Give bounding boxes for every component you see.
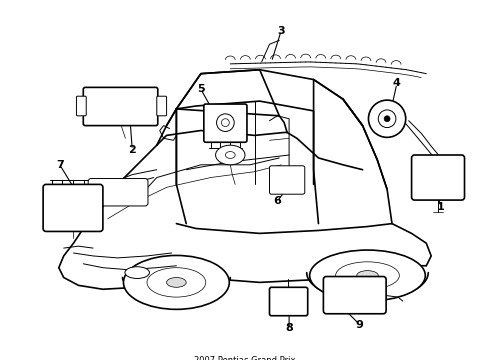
FancyBboxPatch shape [269,166,304,194]
Text: 6: 6 [273,196,281,206]
FancyBboxPatch shape [83,87,158,126]
Text: 9: 9 [355,320,363,329]
Text: 8: 8 [285,323,292,333]
FancyBboxPatch shape [43,184,102,231]
Ellipse shape [225,152,235,158]
Ellipse shape [335,262,399,289]
FancyBboxPatch shape [323,276,386,314]
FancyBboxPatch shape [157,96,166,116]
Text: 3: 3 [277,26,285,36]
Ellipse shape [378,110,395,127]
FancyBboxPatch shape [76,96,86,116]
Ellipse shape [368,100,405,138]
Text: 5: 5 [197,84,204,94]
Ellipse shape [125,267,149,279]
Ellipse shape [356,271,378,280]
Ellipse shape [123,256,229,309]
Ellipse shape [166,278,186,287]
Ellipse shape [215,145,244,165]
Ellipse shape [221,119,229,127]
Text: 4: 4 [392,78,400,89]
Text: 2007 Pontiac Grand Prix
Airbag,Steering Wheel Diagram for 15286615: 2007 Pontiac Grand Prix Airbag,Steering … [148,356,340,360]
Text: 7: 7 [56,160,63,170]
Ellipse shape [216,114,234,131]
FancyBboxPatch shape [203,104,246,142]
Text: 2: 2 [128,145,136,155]
Ellipse shape [147,268,205,297]
Text: 1: 1 [436,202,444,212]
Ellipse shape [384,116,389,122]
FancyBboxPatch shape [411,155,464,200]
FancyBboxPatch shape [269,287,307,316]
Ellipse shape [309,250,425,301]
FancyBboxPatch shape [88,179,148,206]
